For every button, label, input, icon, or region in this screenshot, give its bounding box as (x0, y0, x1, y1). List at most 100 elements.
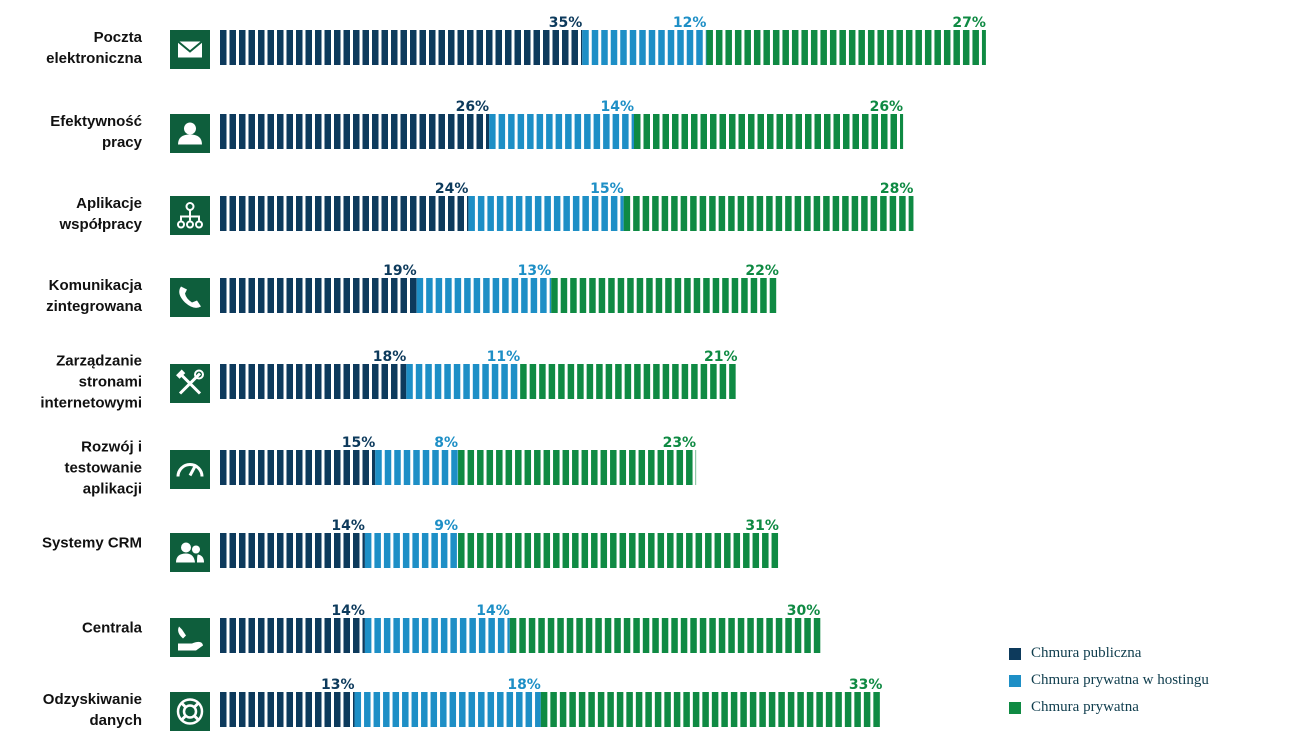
bar-stripe (718, 618, 726, 653)
bar-stripe (305, 618, 312, 653)
bar-stripe (786, 114, 793, 149)
bar-stripe (400, 114, 407, 149)
bar-stripe (384, 450, 392, 485)
bar-stripe (642, 196, 650, 231)
bar-stripe (353, 114, 360, 149)
bar-stripe (506, 692, 514, 727)
bar-stripe (515, 533, 522, 568)
bar-stripe (450, 533, 457, 568)
bar-stripe (391, 30, 398, 65)
legend: Chmura publiczna Chmura prywatna w hosti… (1009, 640, 1209, 721)
bar-stripe (374, 533, 381, 568)
bar-stripe (588, 692, 595, 727)
bar-stripe (334, 364, 341, 399)
bar-stripe (248, 30, 255, 65)
category-label-line: danych (89, 712, 142, 729)
bar-stripe (343, 692, 350, 727)
bar-stripe (832, 196, 840, 231)
bar-stripe (529, 364, 537, 399)
bar-stripe (277, 30, 284, 65)
bar-stripe (672, 114, 679, 149)
bar-stripe (507, 618, 510, 653)
value-label: 15% (342, 435, 376, 451)
bar-stripe (305, 278, 312, 313)
bar-stripe (706, 30, 713, 65)
bar-stripe (962, 30, 970, 65)
bar-stripe (315, 30, 322, 65)
bar-stripe (343, 278, 350, 313)
value-label: 19% (383, 263, 417, 279)
bar-stripe (324, 30, 331, 65)
bar-stripe (488, 618, 495, 653)
bar-stripe (848, 30, 856, 65)
bar-stripe (915, 30, 922, 65)
bar-stripe (277, 618, 284, 653)
bar-stripe (477, 533, 484, 568)
bar-segment-public (220, 196, 469, 231)
bar-stripe (565, 114, 572, 149)
bar-stripe (248, 278, 255, 313)
bar-stripe (665, 278, 672, 313)
bar-stripe (766, 196, 773, 231)
bar-segment-hosted (582, 30, 707, 65)
bar-stripe (248, 450, 255, 485)
bar-stripe (429, 30, 436, 65)
bar-stripe (286, 450, 293, 485)
bar-stripe (286, 692, 293, 727)
bar-stripe (515, 196, 523, 231)
bar-stripe (305, 196, 312, 231)
bar-stripe (491, 364, 499, 399)
bar-stripe (239, 278, 246, 313)
bar-stripe (629, 30, 637, 65)
bar-stripe (610, 30, 618, 65)
bar-segment-hosted (364, 533, 457, 568)
bar-stripe (585, 618, 593, 653)
bar-stripe (353, 618, 360, 653)
bar-stripe (593, 114, 601, 149)
bar-stripe (733, 533, 741, 568)
bar-stripe (220, 450, 227, 485)
bar-stripe (810, 30, 818, 65)
bar-stripe (258, 114, 265, 149)
bar-stripe (797, 692, 804, 727)
bar-stripe (248, 692, 255, 727)
bar-stripe (457, 196, 464, 231)
bar-stripe (596, 364, 603, 399)
bar-stripe (353, 692, 355, 727)
icon-background (170, 278, 210, 317)
bar-stripe (657, 450, 665, 485)
bar-stripe (655, 278, 663, 313)
bar-segment-hosted (375, 450, 458, 485)
bar-stripe (515, 450, 522, 485)
bar-stripe (220, 196, 227, 231)
bar-stripe (785, 196, 792, 231)
bar-stripe (400, 364, 407, 399)
bar-stripe (315, 533, 322, 568)
bar-stripe (422, 450, 430, 485)
bar-stripe (844, 692, 852, 727)
bar-stripe (667, 30, 675, 65)
bar-stripe (267, 196, 274, 231)
bar-stripe (603, 114, 610, 149)
bar-stripe (521, 278, 528, 313)
bar-stripe (721, 692, 728, 727)
value-label: 22% (745, 263, 779, 279)
bar-stripe (873, 692, 880, 727)
category-label-line: stronami (79, 374, 142, 391)
bar-stripe (709, 618, 716, 653)
bar-stripe (334, 618, 341, 653)
bar-stripe (498, 114, 506, 149)
bar-stripe (527, 114, 534, 149)
bar-stripe (362, 364, 369, 399)
bar-stripe (748, 114, 755, 149)
bar-stripe (747, 196, 754, 231)
bar-stripe (353, 364, 360, 399)
bar-stripe (419, 30, 426, 65)
bar-stripe (578, 692, 586, 727)
bar-stripe (648, 30, 656, 65)
bar-segment-private (458, 533, 779, 568)
value-label: 24% (435, 181, 469, 197)
bar-stripe (791, 30, 799, 65)
bar-stripe (616, 692, 624, 727)
bar-stripe (412, 618, 419, 653)
